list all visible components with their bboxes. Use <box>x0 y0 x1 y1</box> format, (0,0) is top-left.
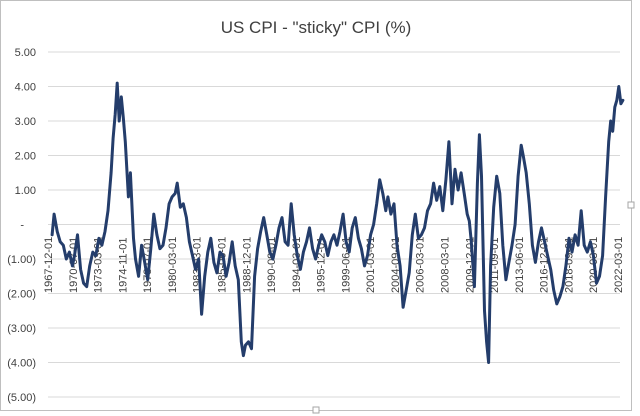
y-tick-label: 3.00 <box>15 116 36 128</box>
x-tick-label: 1980-03-01 <box>167 237 179 293</box>
y-tick-label: 4.00 <box>15 82 36 94</box>
x-tick-label: 1967-12-01 <box>43 237 55 293</box>
y-tick-label: (3.00) <box>7 323 36 335</box>
series-line-0 <box>50 81 625 364</box>
y-tick-label: 5.00 <box>15 47 36 59</box>
chart-frame <box>0 0 632 411</box>
resize-handle-bottom[interactable] <box>312 406 320 414</box>
x-tick-label: 2006-03-01 <box>415 237 427 293</box>
series-layer <box>50 81 625 364</box>
x-tick-label: 1974-11-01 <box>117 238 129 293</box>
x-tick-label: 2022-03-01 <box>613 237 625 293</box>
y-axis-tick-labels: 5.00 4.00 3.00 2.00 1.00 - (1.00) (2.00) (3.00) (… <box>7 47 36 404</box>
y-tick-label: (4.00) <box>7 358 36 370</box>
y-tick-label: (1.00) <box>7 254 36 266</box>
y-tick-label: (2.00) <box>7 289 36 301</box>
x-tick-label: 2013-06-01 <box>514 237 526 293</box>
resize-handle-right[interactable] <box>627 201 635 209</box>
y-tick-label: - <box>20 220 24 232</box>
y-tick-label: 2.00 <box>15 151 36 163</box>
chart-title: US CPI - "sticky" CPI (%) <box>221 18 412 37</box>
y-tick-label: (5.00) <box>7 392 36 404</box>
x-tick-label: 2008-03-01 <box>440 237 452 293</box>
y-tick-label: 1.00 <box>15 185 36 197</box>
x-tick-label: 1988-12-01 <box>241 237 253 293</box>
x-tick-label: 2001-03-01 <box>365 237 377 293</box>
x-tick-label: 1994-03-01 <box>291 237 303 293</box>
